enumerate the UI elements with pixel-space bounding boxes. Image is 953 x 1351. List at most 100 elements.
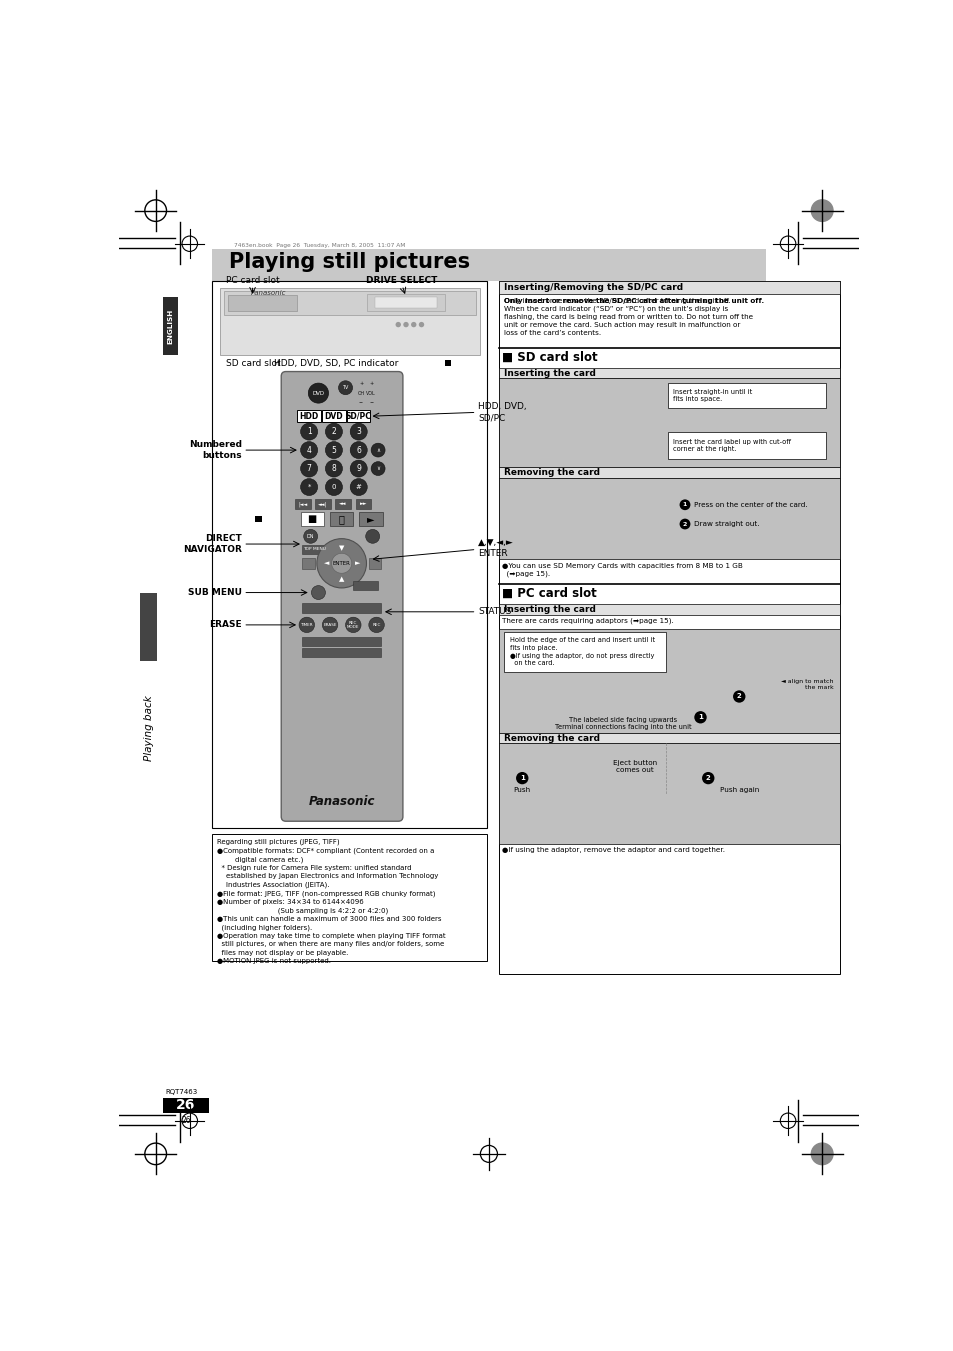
- Circle shape: [411, 322, 416, 327]
- Text: Playing back: Playing back: [144, 696, 153, 761]
- Text: 1: 1: [682, 503, 686, 507]
- Text: CH: CH: [357, 390, 364, 396]
- Text: ■ SD card slot: ■ SD card slot: [501, 351, 598, 363]
- Text: ●You can use SD Memory Cards with capacities from 8 MB to 1 GB
  (➡page 15).: ●You can use SD Memory Cards with capaci…: [501, 562, 742, 577]
- Text: Draw straight out.: Draw straight out.: [694, 521, 759, 527]
- FancyBboxPatch shape: [315, 500, 331, 508]
- FancyBboxPatch shape: [297, 411, 320, 423]
- Bar: [162, 1097, 209, 1113]
- Text: Removing the card: Removing the card: [503, 467, 599, 477]
- Text: 9: 9: [355, 465, 361, 473]
- Circle shape: [365, 530, 379, 543]
- Circle shape: [345, 617, 360, 632]
- Circle shape: [303, 530, 317, 543]
- Text: 0: 0: [332, 484, 335, 490]
- Bar: [444, 359, 451, 366]
- Text: ◄ align to match
    the mark: ◄ align to match the mark: [781, 678, 833, 690]
- Circle shape: [810, 200, 832, 222]
- FancyBboxPatch shape: [330, 512, 353, 527]
- Text: STATUS: STATUS: [477, 608, 511, 616]
- FancyBboxPatch shape: [335, 500, 351, 508]
- Text: DVD: DVD: [324, 412, 343, 420]
- Circle shape: [322, 617, 337, 632]
- Text: 26: 26: [176, 1098, 195, 1112]
- Text: Terminal connections facing into the unit: Terminal connections facing into the uni…: [554, 724, 691, 731]
- Bar: [228, 296, 297, 311]
- Bar: [498, 732, 840, 743]
- FancyBboxPatch shape: [347, 411, 370, 423]
- Text: Removing the card: Removing the card: [503, 734, 599, 743]
- FancyBboxPatch shape: [353, 581, 377, 590]
- Bar: [212, 249, 765, 281]
- Text: The labeled side facing upwards: The labeled side facing upwards: [568, 716, 677, 723]
- Bar: [498, 628, 840, 732]
- Text: REC
MODE: REC MODE: [347, 620, 359, 630]
- Circle shape: [325, 478, 342, 496]
- Text: DRIVE SELECT: DRIVE SELECT: [366, 277, 437, 285]
- Circle shape: [694, 711, 706, 723]
- Text: Numbered
buttons: Numbered buttons: [189, 440, 241, 461]
- Text: 1: 1: [698, 715, 702, 720]
- Text: DIRECT
NAVIGATOR: DIRECT NAVIGATOR: [183, 534, 241, 554]
- Text: 7: 7: [306, 465, 312, 473]
- Text: ⏸: ⏸: [338, 515, 344, 524]
- Circle shape: [300, 461, 317, 477]
- Bar: [498, 367, 840, 378]
- FancyBboxPatch shape: [369, 558, 381, 569]
- Bar: [498, 478, 840, 559]
- Text: Panasonic: Panasonic: [308, 794, 375, 808]
- Text: REC: REC: [372, 623, 380, 627]
- Text: 2: 2: [682, 521, 686, 527]
- Text: Push again: Push again: [719, 786, 758, 793]
- Text: Inserting the card: Inserting the card: [503, 605, 595, 613]
- Text: ■ PC card slot: ■ PC card slot: [501, 588, 597, 600]
- FancyBboxPatch shape: [281, 372, 402, 821]
- Text: TIMER: TIMER: [300, 623, 313, 627]
- Text: 4: 4: [306, 446, 312, 454]
- Circle shape: [308, 384, 328, 403]
- Circle shape: [701, 771, 714, 785]
- Circle shape: [325, 423, 342, 440]
- Text: 26: 26: [181, 1116, 191, 1125]
- Circle shape: [369, 617, 384, 632]
- Text: ENGLISH: ENGLISH: [167, 308, 173, 343]
- Circle shape: [350, 442, 367, 458]
- Circle shape: [350, 423, 367, 440]
- Text: ERASE: ERASE: [209, 620, 241, 630]
- Bar: [224, 292, 476, 315]
- Circle shape: [338, 381, 353, 394]
- Text: 2: 2: [332, 427, 336, 436]
- Bar: [212, 281, 487, 828]
- Text: Eject button
comes out: Eject button comes out: [612, 759, 656, 773]
- FancyBboxPatch shape: [355, 500, 371, 508]
- Text: ■: ■: [307, 515, 316, 524]
- Text: 7463en.book  Page 26  Tuesday, March 8, 2005  11:07 AM: 7463en.book Page 26 Tuesday, March 8, 20…: [233, 243, 405, 247]
- Text: 5: 5: [331, 446, 336, 454]
- Text: Playing still pictures: Playing still pictures: [229, 253, 470, 273]
- Text: ▲,▼,◄,►
ENTER: ▲,▼,◄,► ENTER: [477, 538, 514, 558]
- Text: 6: 6: [355, 446, 361, 454]
- Text: ▲: ▲: [338, 576, 344, 582]
- Text: #: #: [355, 484, 361, 490]
- Text: PC card slot: PC card slot: [226, 277, 279, 285]
- Text: 2: 2: [736, 693, 740, 700]
- Text: ∨: ∨: [375, 466, 379, 471]
- Circle shape: [298, 617, 314, 632]
- FancyBboxPatch shape: [667, 432, 825, 458]
- Text: ◄◄|: ◄◄|: [318, 501, 328, 507]
- Text: Hold the edge of the card and insert until it
fits into place.
●If using the ada: Hold the edge of the card and insert unt…: [509, 638, 655, 666]
- Circle shape: [325, 442, 342, 458]
- Circle shape: [371, 462, 385, 476]
- Text: 3: 3: [355, 427, 361, 436]
- Text: SD/PC: SD/PC: [345, 412, 372, 420]
- FancyBboxPatch shape: [302, 604, 381, 612]
- FancyBboxPatch shape: [302, 648, 381, 657]
- Circle shape: [325, 461, 342, 477]
- Text: *: *: [307, 484, 311, 490]
- Circle shape: [418, 322, 424, 327]
- Circle shape: [679, 519, 690, 530]
- Text: ►►: ►►: [359, 501, 367, 507]
- Text: −: −: [358, 400, 363, 405]
- Text: Regarding still pictures (JPEG, TIFF)
●Compatible formats: DCF* compliant (Conte: Regarding still pictures (JPEG, TIFF) ●C…: [216, 839, 445, 965]
- Circle shape: [679, 500, 690, 511]
